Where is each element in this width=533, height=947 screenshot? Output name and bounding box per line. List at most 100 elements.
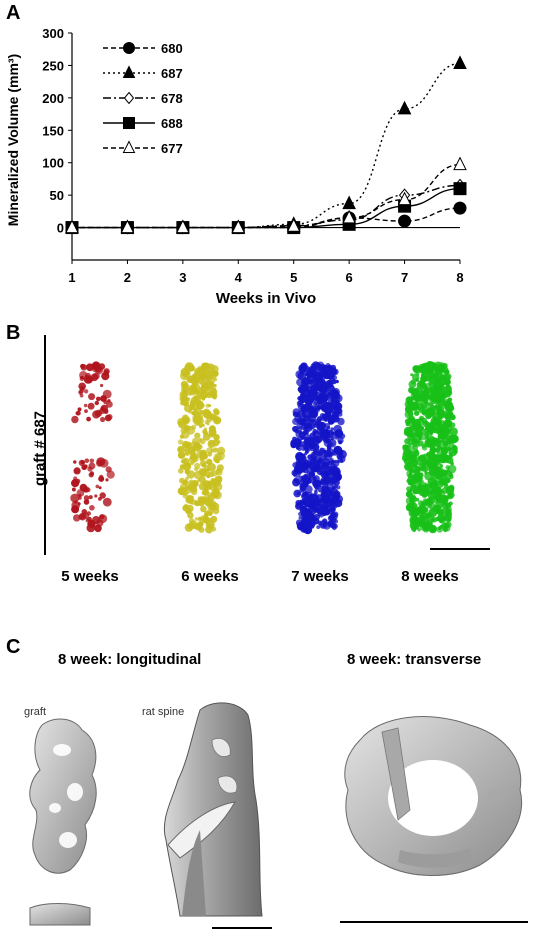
graft-voxel (312, 443, 320, 451)
graft-voxel (317, 457, 324, 464)
graft-voxel (328, 460, 334, 466)
graft-voxel (308, 390, 317, 399)
graft-voxel (307, 442, 314, 449)
graft-voxel (333, 433, 340, 440)
graft-voxel (309, 432, 317, 439)
graft-voxel (104, 414, 112, 422)
graft-voxel (330, 500, 336, 505)
graft-voxel (408, 503, 414, 509)
y-tick-label: 200 (42, 91, 64, 106)
week-label-7: 7 weeks (291, 568, 349, 585)
graft-voxel (100, 395, 107, 402)
graft-longitudinal-render (29, 718, 97, 926)
rat-spine-label: rat spine (142, 706, 185, 718)
graft-voxel (99, 492, 106, 499)
x-tick-label: 4 (235, 270, 243, 285)
graft-voxel (323, 452, 333, 461)
graft-voxel (102, 497, 112, 507)
graft-voxel (78, 382, 86, 391)
scale-bar-b (430, 548, 490, 550)
chart-legend: 680 687 678 688 677 (103, 41, 183, 156)
graft-voxel (212, 370, 219, 377)
row-divider-line (44, 335, 46, 555)
graft-voxel (421, 445, 428, 451)
graft-voxel (307, 506, 315, 514)
graft-voxel (96, 396, 101, 402)
graft-voxel (321, 471, 328, 477)
legend-marker-678 (123, 91, 135, 105)
graft-voxel (337, 437, 344, 444)
graft-voxel (427, 451, 435, 459)
graft-voxel (322, 449, 327, 454)
graft-voxel (84, 458, 90, 463)
graft-voxel (412, 472, 420, 479)
graft-voxel (438, 483, 444, 488)
graft-voxel (402, 451, 411, 459)
graft-voxel (205, 374, 213, 382)
graft-voxel (333, 446, 339, 452)
graft-voxel (336, 452, 344, 460)
graft-voxel (451, 445, 458, 452)
graft-voxel (412, 516, 419, 523)
y-tick-label: 250 (42, 58, 64, 73)
graft-voxel (300, 418, 308, 426)
graft-voxel (449, 434, 459, 444)
graft-voxel (189, 495, 194, 501)
graft-voxel (207, 462, 217, 472)
graft-voxel (313, 406, 321, 413)
graft-voxel (292, 436, 297, 442)
graft-voxel (189, 452, 198, 461)
graft-voxel (103, 369, 110, 376)
data-point-677-5 (286, 218, 301, 232)
graft-voxel (448, 397, 452, 402)
graft-voxel (85, 372, 91, 379)
graft-voxel (324, 432, 331, 439)
graft-voxel (423, 498, 427, 503)
graft-voxel (438, 527, 441, 530)
week-label-8: 8 weeks (401, 568, 459, 585)
graft-voxel (305, 446, 310, 451)
graft-voxel (209, 482, 218, 491)
graft-voxel (323, 423, 331, 430)
graft-voxel (88, 462, 96, 470)
graft-voxel (186, 470, 195, 479)
graft-voxel (424, 402, 433, 411)
graft-voxel (437, 433, 444, 440)
graft-voxel (87, 402, 95, 410)
graft-voxel (107, 399, 111, 403)
graft-voxel (299, 499, 304, 504)
graft-voxel (445, 485, 455, 495)
graft-voxel (198, 373, 205, 381)
graft-render-7-weeks (290, 361, 347, 535)
graft-voxel (106, 401, 113, 408)
graft-voxel (83, 495, 90, 501)
graft-voxel (78, 459, 86, 467)
graft-voxel (418, 500, 425, 507)
graft-voxel (86, 363, 94, 372)
graft-voxel (415, 386, 423, 394)
graft-voxel (182, 440, 190, 448)
graft-voxel (313, 377, 318, 381)
graft-voxel (86, 416, 91, 422)
y-axis-label: Mineralized Volume (mm³) (5, 54, 21, 226)
graft-voxel (298, 447, 302, 452)
graft-voxel (182, 493, 188, 499)
graft-voxel (203, 493, 210, 500)
graft-voxel (90, 373, 99, 382)
graft-voxel (76, 410, 81, 416)
graft-voxel (330, 396, 338, 404)
graft-voxel (189, 384, 198, 392)
legend-marker-680 (123, 42, 135, 54)
graft-voxel (208, 432, 215, 438)
graft-voxel (403, 426, 413, 436)
graft-voxel (216, 464, 224, 472)
graft-voxel (418, 425, 425, 431)
graft-voxel (429, 411, 437, 418)
graft-voxel (301, 493, 306, 498)
x-tick-label: 2 (124, 270, 131, 285)
graft-voxel (83, 464, 88, 469)
data-point-680-7 (398, 214, 412, 228)
graft-voxel (105, 478, 109, 482)
graft-voxel (436, 487, 442, 493)
graft-voxel (407, 461, 416, 469)
